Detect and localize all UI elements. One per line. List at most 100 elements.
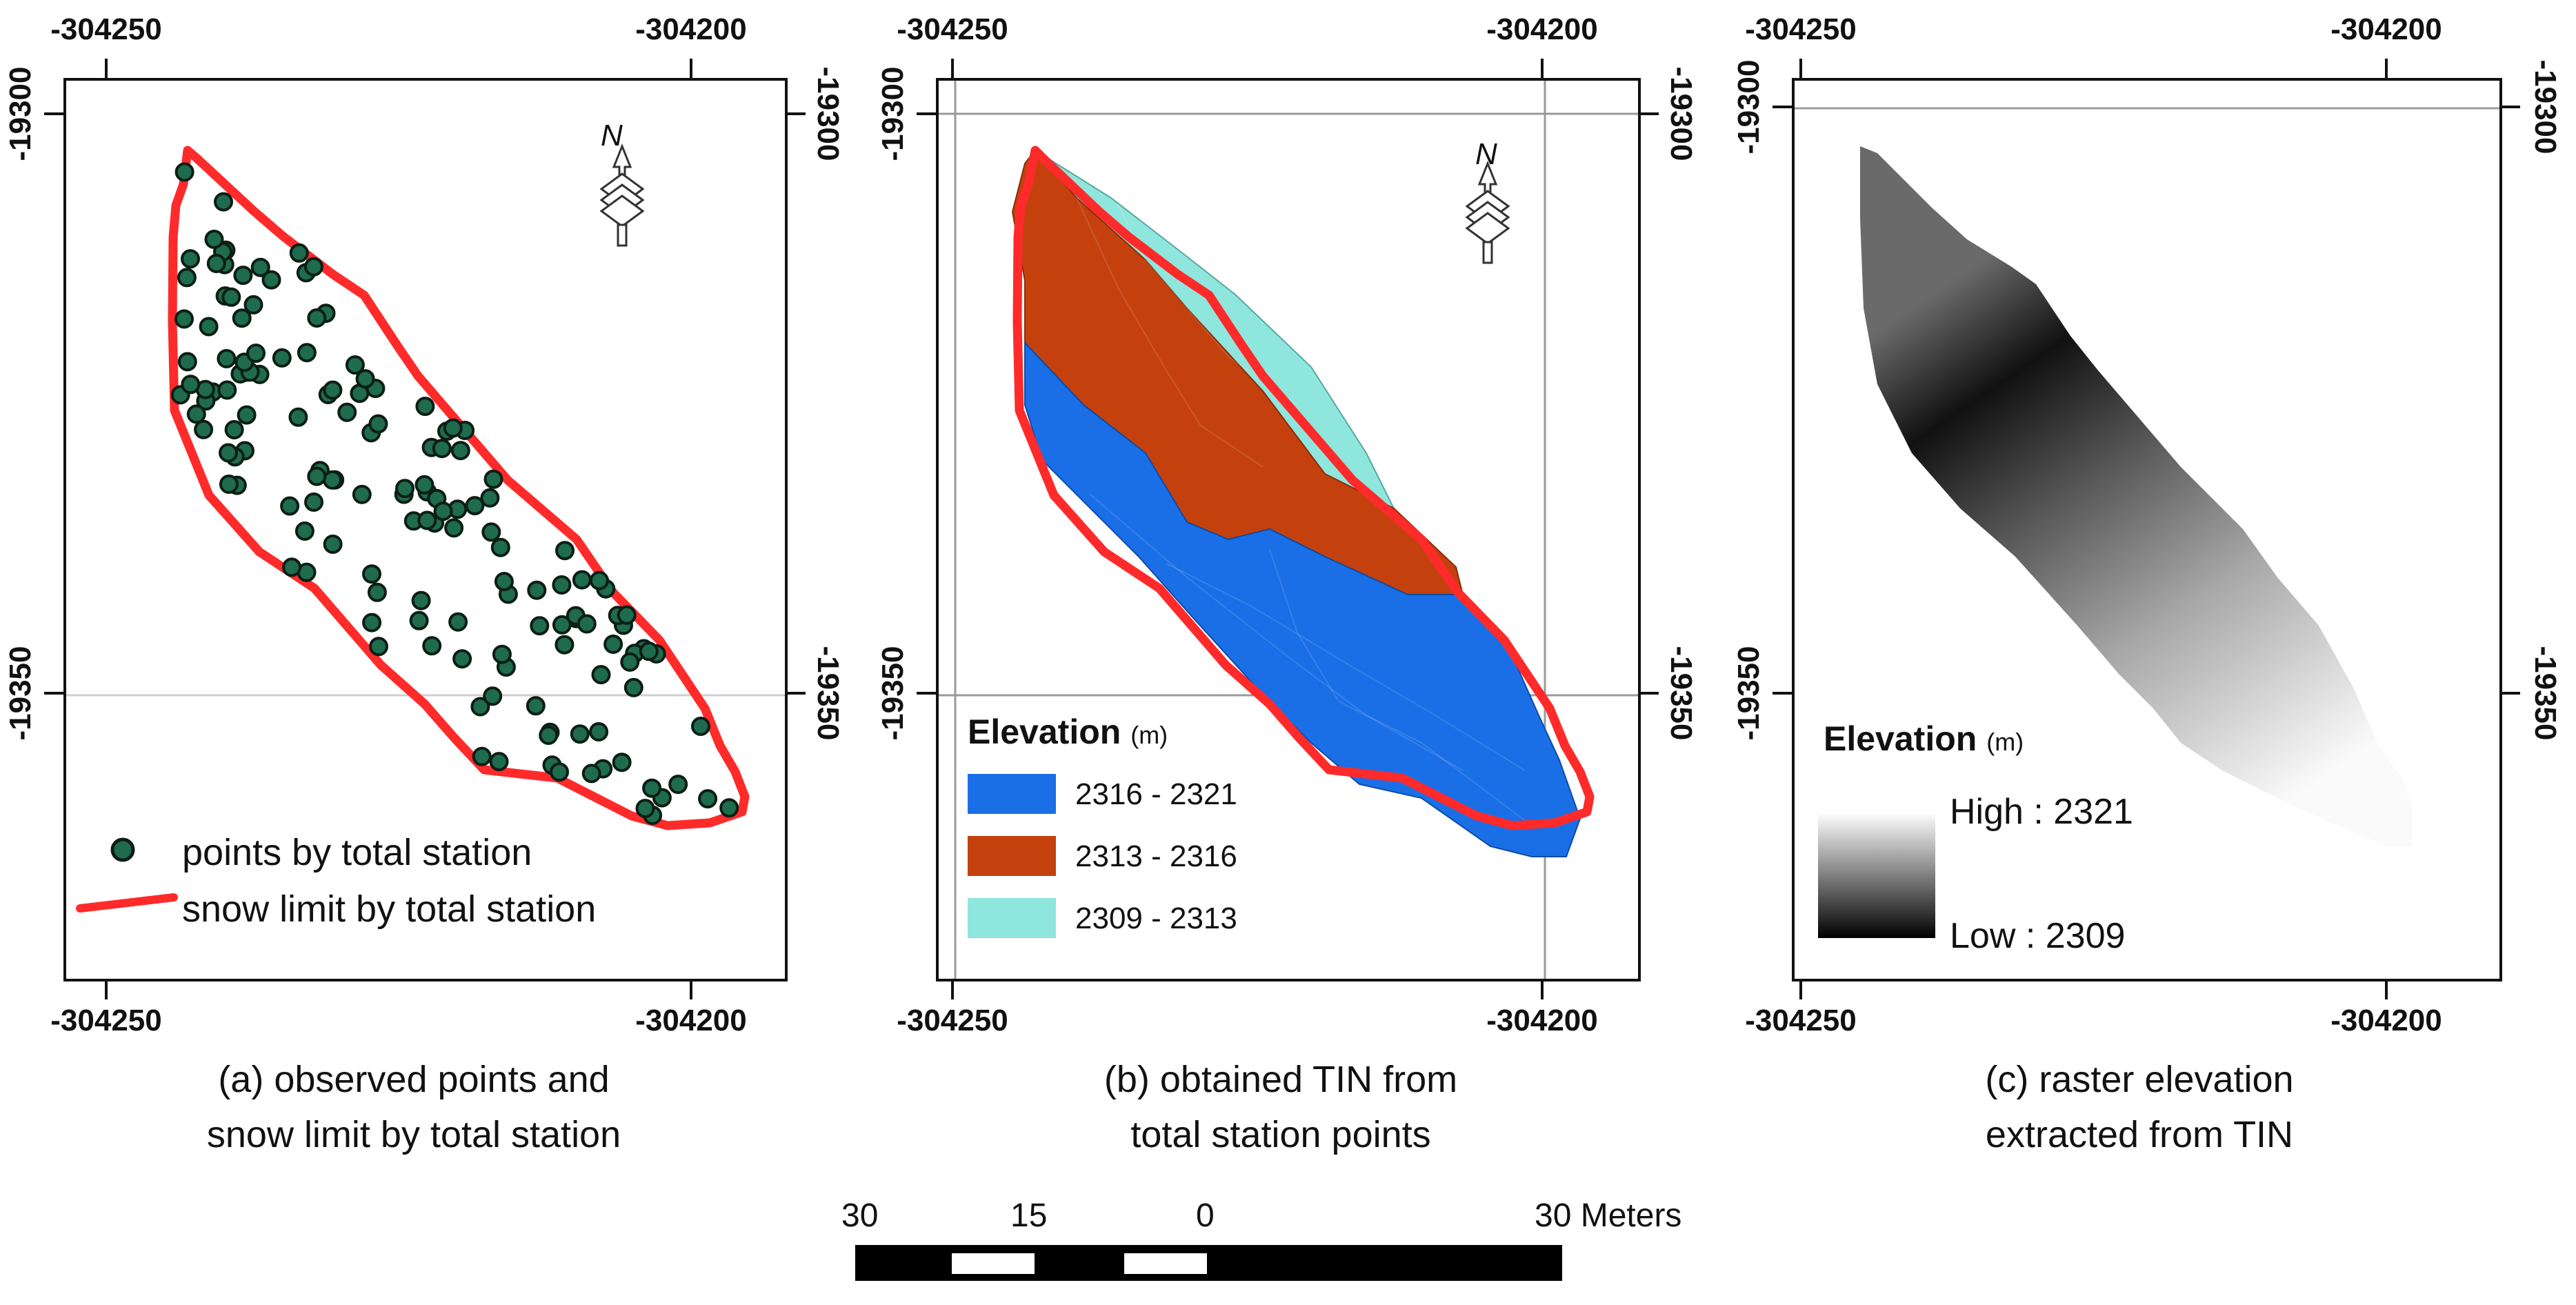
y-coord-right-bottom: -19350 bbox=[2528, 646, 2562, 741]
survey-point bbox=[450, 441, 470, 461]
survey-point bbox=[272, 348, 292, 368]
scale-bar-graphic bbox=[855, 1245, 1562, 1281]
tick-bottom-right bbox=[690, 979, 692, 999]
survey-point bbox=[194, 419, 214, 439]
survey-point bbox=[323, 380, 343, 400]
tick-right-bottom bbox=[2499, 692, 2520, 695]
survey-point bbox=[323, 535, 343, 554]
survey-point bbox=[174, 162, 194, 182]
map-canvas-a bbox=[66, 143, 785, 830]
y-coord-left-bottom: -19350 bbox=[876, 646, 910, 741]
survey-point bbox=[250, 257, 270, 277]
survey-point bbox=[304, 492, 323, 512]
survey-point bbox=[489, 752, 509, 772]
tick-bottom-left bbox=[951, 979, 954, 999]
survey-point bbox=[415, 397, 435, 417]
survey-points bbox=[170, 162, 739, 825]
survey-point bbox=[288, 407, 308, 427]
tick-bottom-right bbox=[2385, 979, 2388, 999]
y-coord-right-bottom: -19350 bbox=[1664, 646, 1698, 741]
survey-point bbox=[570, 724, 590, 744]
survey-point bbox=[472, 746, 492, 766]
map-frame-c: Elevation (m) High : 2321 Low : 2309 bbox=[1792, 78, 2502, 982]
tick-left-top bbox=[44, 112, 65, 115]
x-coord-top-left: -304250 bbox=[50, 12, 162, 46]
survey-point bbox=[367, 582, 387, 602]
survey-point bbox=[177, 352, 197, 372]
caption-b-line1: (b) obtained TIN from bbox=[1104, 1059, 1458, 1100]
y-coord-right-top: -19300 bbox=[1664, 66, 1698, 161]
legend-swatch-low bbox=[968, 898, 1056, 938]
tick-top-right bbox=[690, 59, 692, 79]
survey-point bbox=[623, 677, 643, 697]
survey-point bbox=[246, 343, 266, 363]
survey-point bbox=[480, 488, 500, 508]
y-coord-right-top: -19300 bbox=[811, 66, 845, 161]
survey-point bbox=[289, 243, 309, 263]
legend-label-high: 2316 - 2321 bbox=[1075, 777, 1237, 811]
survey-point bbox=[307, 466, 327, 486]
legend-swatch-mid bbox=[968, 836, 1056, 876]
y-coord-left-top: -19300 bbox=[3, 66, 37, 161]
legend-gradient-ramp bbox=[1818, 813, 1935, 938]
survey-point bbox=[617, 605, 637, 625]
tick-left-top bbox=[1773, 106, 1793, 108]
survey-point bbox=[433, 501, 453, 521]
tick-top-right bbox=[1541, 59, 1544, 79]
x-coord-bottom-left: -304250 bbox=[897, 1004, 1008, 1037]
survey-point bbox=[589, 570, 609, 590]
survey-point bbox=[409, 610, 429, 630]
survey-point bbox=[591, 665, 611, 685]
raster-elevation-surface bbox=[1860, 146, 2412, 846]
tick-bottom-left bbox=[105, 979, 108, 999]
survey-point bbox=[552, 615, 572, 635]
survey-point bbox=[719, 798, 739, 818]
legend-title-text: Elevation bbox=[968, 713, 1121, 751]
survey-point bbox=[635, 799, 655, 819]
map-frame-b: N Elevation (m) 2316 - 2321 2313 - 2316 … bbox=[936, 78, 1641, 982]
survey-point bbox=[642, 778, 662, 798]
snow-limit-polygon bbox=[168, 146, 750, 830]
x-coord-top-right: -304200 bbox=[1486, 12, 1598, 46]
survey-point bbox=[214, 192, 233, 212]
x-coord-top-right: -304200 bbox=[2330, 12, 2442, 46]
x-coord-bottom-right: -304200 bbox=[635, 1004, 747, 1037]
map-frame-a: N points by total station snow limit by … bbox=[63, 78, 788, 982]
survey-point bbox=[204, 230, 224, 249]
survey-point bbox=[483, 469, 503, 489]
tick-left-bottom bbox=[917, 692, 937, 695]
north-arrow-icon bbox=[1465, 160, 1510, 264]
survey-point bbox=[280, 496, 300, 516]
legend-unit: (m) bbox=[1130, 721, 1168, 749]
survey-point bbox=[181, 249, 200, 269]
survey-point bbox=[411, 590, 431, 610]
survey-point bbox=[303, 257, 323, 277]
scale-label-0: 0 bbox=[1196, 1197, 1215, 1234]
survey-point bbox=[432, 439, 452, 459]
survey-point bbox=[206, 254, 226, 273]
survey-point bbox=[177, 268, 197, 288]
tick-top-left bbox=[951, 59, 954, 79]
survey-point bbox=[443, 418, 463, 438]
survey-point bbox=[199, 317, 219, 337]
tick-right-bottom bbox=[785, 692, 806, 695]
caption-c-line2: extracted from TIN bbox=[1985, 1114, 2294, 1155]
survey-point bbox=[368, 414, 388, 434]
survey-point bbox=[352, 484, 372, 504]
tick-right-top bbox=[2499, 106, 2520, 108]
survey-point bbox=[237, 405, 257, 425]
survey-point bbox=[337, 402, 357, 422]
caption-c-line1: (c) raster elevation bbox=[1985, 1059, 2294, 1100]
tick-left-bottom bbox=[44, 692, 65, 695]
x-coord-bottom-left: -304250 bbox=[50, 1004, 162, 1037]
y-coord-right-bottom: -19350 bbox=[811, 646, 845, 741]
legend-title: Elevation (m) bbox=[968, 712, 1168, 752]
survey-point bbox=[219, 475, 239, 494]
snow-limit-outline bbox=[1012, 146, 1595, 830]
survey-point bbox=[217, 349, 237, 368]
y-coord-right-top: -19300 bbox=[2528, 59, 2562, 155]
legend-title: Elevation (m) bbox=[1824, 719, 2024, 759]
survey-point bbox=[444, 518, 464, 538]
caption-c: (c) raster elevation extracted from TIN bbox=[1726, 1052, 2553, 1162]
y-coord-left-bottom: -19350 bbox=[1732, 646, 1766, 741]
